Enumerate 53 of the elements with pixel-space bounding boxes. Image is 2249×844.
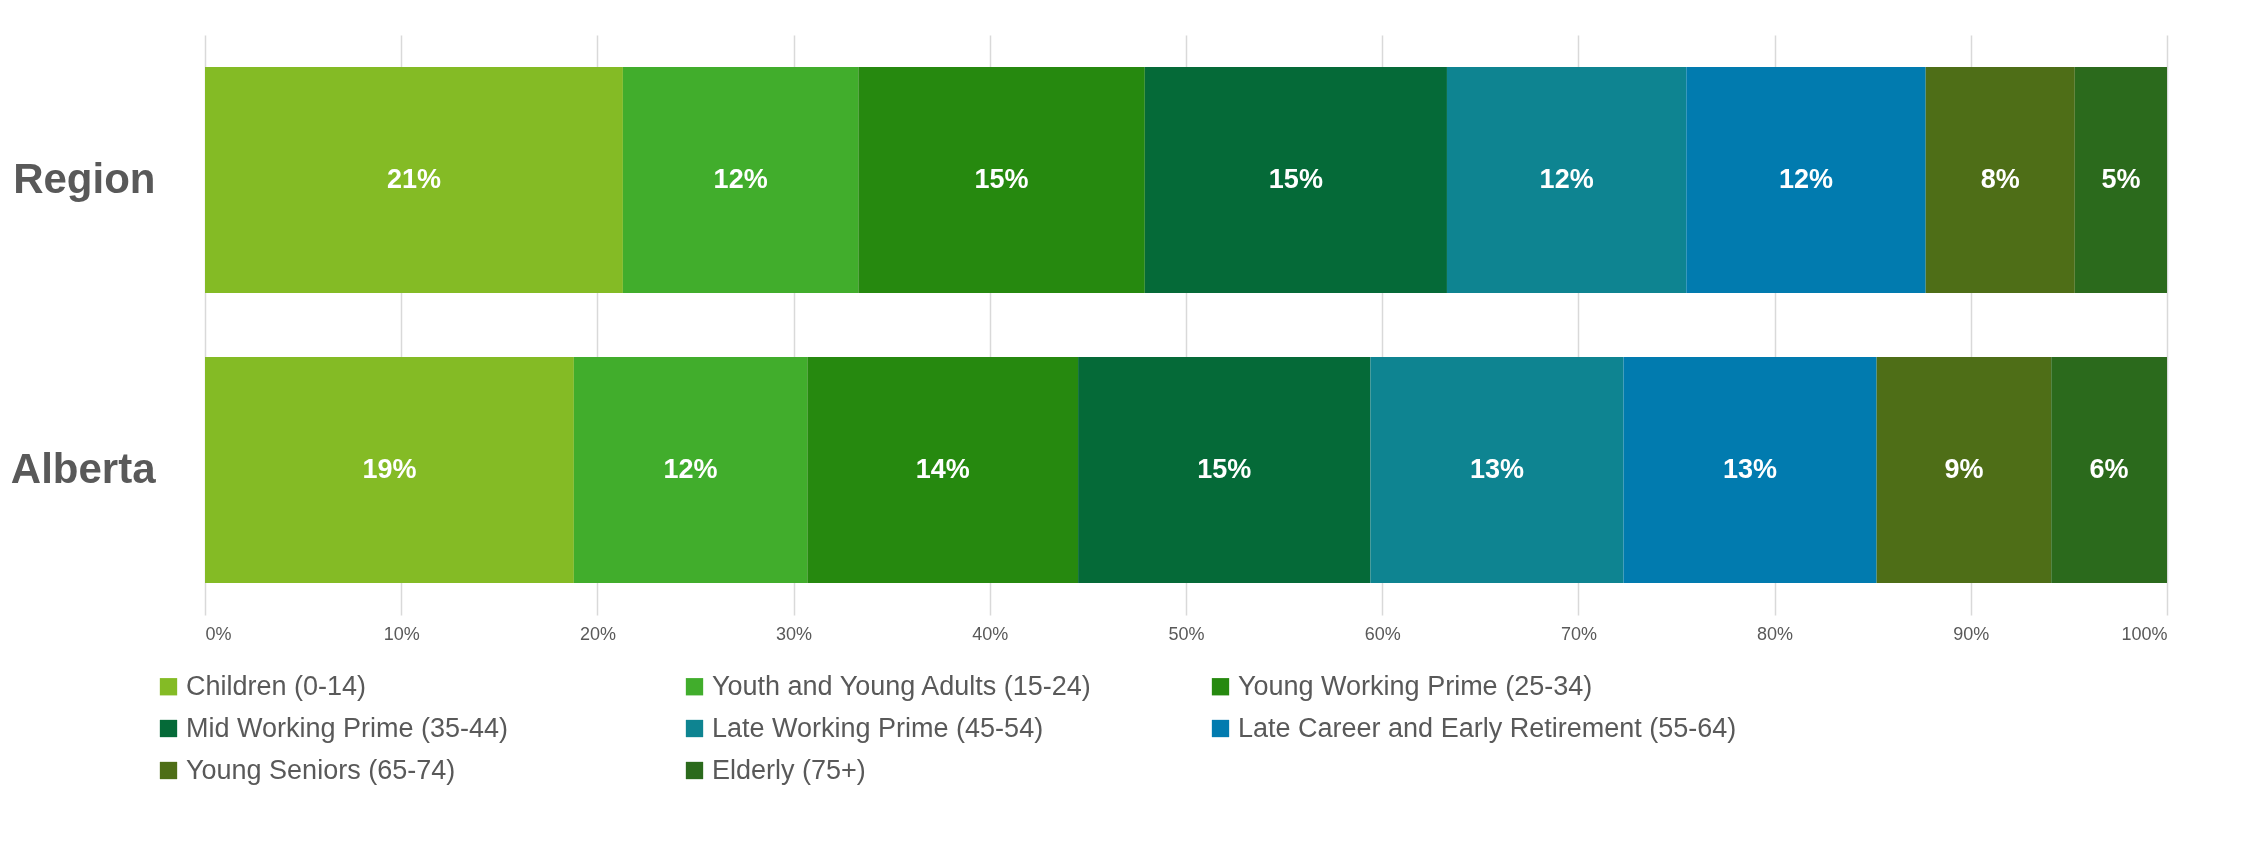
bar [1446,66,1687,294]
x-tick-label: 70% [1560,623,1597,644]
x-tick-label: 60% [1364,623,1401,644]
bar [1925,66,2075,294]
x-tick-label: 10% [383,623,420,644]
bar [1078,356,1371,584]
data-label: 12% [1778,164,1834,194]
x-tick-label: 90% [1953,623,1990,644]
legend-label: Children (0-14) [186,670,367,701]
y-tick-label: Region [13,155,156,202]
bar [2051,356,2167,584]
bar [1876,356,2052,584]
x-tick-label: 80% [1757,623,1794,644]
legend-label: Late Career and Early Retirement (55-64) [1238,712,1737,743]
bar [2074,66,2167,294]
data-label: 15% [1197,454,1252,484]
x-tick-label: 100% [2121,623,2168,644]
x-tick-label: 40% [972,623,1009,644]
data-label: 14% [915,454,970,484]
data-label: 19% [362,454,417,484]
bar [1144,66,1447,294]
data-label: 12% [1539,164,1594,194]
bar [1370,356,1624,584]
data-label: 21% [386,164,441,194]
bar [807,356,1079,584]
bar [858,66,1145,294]
x-tick-label: 20% [579,623,616,644]
x-tick-label: 50% [1168,623,1205,644]
bar [622,66,859,294]
data-label: 13% [1723,454,1778,484]
legend-label: Elderly (75+) [712,754,866,785]
legend-label: Young Seniors (65-74) [186,754,456,785]
legend-label: Youth and Young Adults (15-24) [712,670,1091,701]
bar [1686,66,1926,294]
data-label: 12% [713,164,768,194]
data-label: 5% [2101,164,2141,194]
legend-label: Mid Working Prime (35-44) [186,712,509,743]
bar [573,356,808,584]
data-label: 15% [974,164,1029,194]
legend-label: Late Working Prime (45-54) [712,712,1044,743]
data-label: 8% [1980,164,2020,194]
bar [1623,356,1877,584]
data-label: 6% [2089,454,2129,484]
x-tick-label: 30% [776,623,813,644]
y-tick-label: Alberta [10,445,157,492]
data-label: 12% [663,454,718,484]
legend-label: Young Working Prime (25-34) [1238,670,1593,701]
x-tick-label: 0% [205,623,232,644]
data-label: 13% [1469,454,1524,484]
data-label: 15% [1268,164,1323,194]
bar [205,356,574,584]
data-label: 9% [1944,454,1984,484]
bar [205,66,623,294]
